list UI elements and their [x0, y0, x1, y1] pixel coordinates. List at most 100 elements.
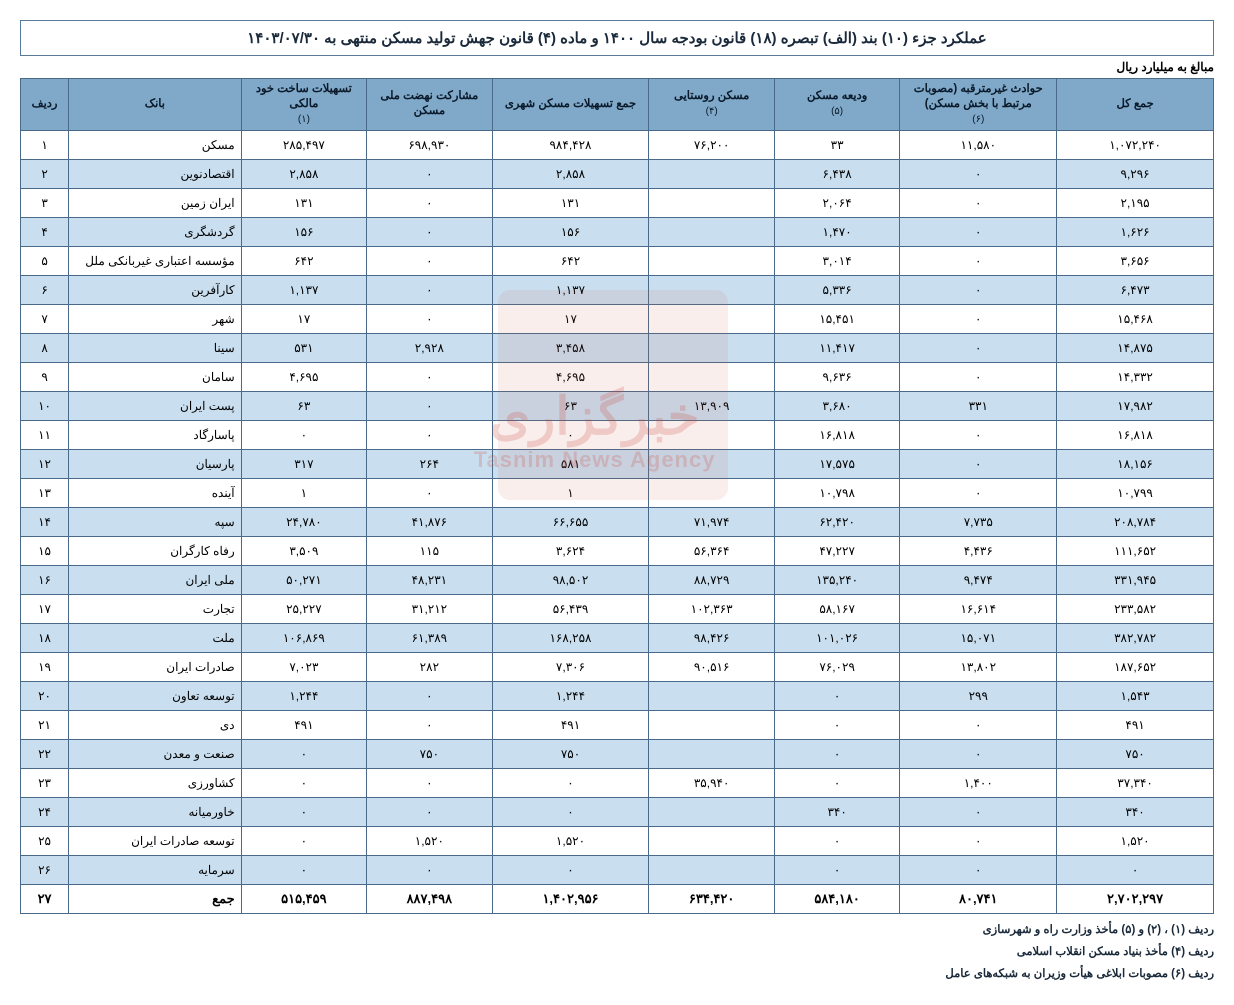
cell-bank: سینا [69, 333, 242, 362]
cell-c3: ۴۹۱ [492, 710, 649, 739]
cell-c3: ۷,۳۰۶ [492, 652, 649, 681]
cell-tot: ۱۰,۷۹۹ [1057, 478, 1214, 507]
cell-tot: ۳۴۰ [1057, 797, 1214, 826]
col-idx: ردیف [21, 79, 69, 131]
cell-c5: ۰ [774, 768, 899, 797]
cell-c6: ۹,۴۷۴ [900, 565, 1057, 594]
cell-c1: ۰ [241, 739, 366, 768]
table-row: ۱۸۷,۶۵۲۱۳,۸۰۲۷۶,۰۲۹۹۰,۵۱۶۷,۳۰۶۲۸۲۷,۰۲۳صا… [21, 652, 1214, 681]
cell-c2: ۰ [367, 855, 492, 884]
cell-tot: ۱۸۷,۶۵۲ [1057, 652, 1214, 681]
table-row: ۱۶,۸۱۸۰۱۶,۸۱۸۰۰۰پاسارگاد۱۱ [21, 420, 1214, 449]
table-row: ۲۳۳,۵۸۲۱۶,۶۱۴۵۸,۱۶۷۱۰۲,۳۶۳۵۶,۴۳۹۳۱,۲۱۲۲۵… [21, 594, 1214, 623]
cell-c6: ۱۵,۰۷۱ [900, 623, 1057, 652]
cell-bank: گردشگری [69, 217, 242, 246]
cell-c4 [649, 826, 774, 855]
cell-tot: ۳,۶۵۶ [1057, 246, 1214, 275]
cell-tot: ۱۶,۸۱۸ [1057, 420, 1214, 449]
report-page: خبرگزاری Tasnim News Agency عملکرد جزء (… [20, 20, 1214, 985]
cell-c4 [649, 304, 774, 333]
cell-c6: ۰ [900, 246, 1057, 275]
col-c2: مشارکت نهضت ملی مسکن [367, 79, 492, 131]
cell-idx: ۲۷ [21, 884, 69, 913]
cell-bank: پاسارگاد [69, 420, 242, 449]
cell-idx: ۱۳ [21, 478, 69, 507]
cell-tot: ۱,۶۲۶ [1057, 217, 1214, 246]
cell-idx: ۳ [21, 188, 69, 217]
cell-bank: آینده [69, 478, 242, 507]
cell-c6: ۰ [900, 710, 1057, 739]
table-header-row: جمع کلحوادث غیرمترقبه (مصوبات مرتبط با ب… [21, 79, 1214, 131]
cell-tot: ۲,۱۹۵ [1057, 188, 1214, 217]
cell-bank: دی [69, 710, 242, 739]
cell-c6: ۰ [900, 275, 1057, 304]
cell-c2: ۴۱,۸۷۶ [367, 507, 492, 536]
cell-c6: ۱۳,۸۰۲ [900, 652, 1057, 681]
cell-c5: ۱۳۵,۲۴۰ [774, 565, 899, 594]
cell-c3: ۱۷ [492, 304, 649, 333]
cell-c6: ۱,۴۰۰ [900, 768, 1057, 797]
cell-c1: ۳۱۷ [241, 449, 366, 478]
table-row: ۹,۲۹۶۰۶,۴۳۸۲,۸۵۸۰۲,۸۵۸اقتصادنوین۲ [21, 159, 1214, 188]
cell-c2: ۲۸۲ [367, 652, 492, 681]
table-row: ۱,۰۷۲,۲۴۰۱۱,۵۸۰۳۳۷۶,۲۰۰۹۸۴,۴۲۸۶۹۸,۹۳۰۲۸۵… [21, 130, 1214, 159]
cell-idx: ۱۵ [21, 536, 69, 565]
cell-c6: ۰ [900, 855, 1057, 884]
cell-c6: ۰ [900, 188, 1057, 217]
cell-c2: ۰ [367, 681, 492, 710]
cell-c4: ۹۰,۵۱۶ [649, 652, 774, 681]
cell-bank: سامان [69, 362, 242, 391]
cell-c5: ۱۶,۸۱۸ [774, 420, 899, 449]
cell-c4: ۱۰۲,۳۶۳ [649, 594, 774, 623]
cell-c3: ۱۵۶ [492, 217, 649, 246]
footnote-line: ردیف (۱) ، (۲) و (۵) مأخذ وزارت راه و شه… [20, 920, 1214, 942]
cell-c6: ۰ [900, 797, 1057, 826]
cell-c2: ۴۸,۲۳۱ [367, 565, 492, 594]
cell-c3: ۱۳۱ [492, 188, 649, 217]
cell-c2: ۰ [367, 478, 492, 507]
cell-c2: ۱,۵۲۰ [367, 826, 492, 855]
cell-tot: ۱۴,۳۳۲ [1057, 362, 1214, 391]
cell-c4 [649, 217, 774, 246]
cell-c3: ۲,۸۵۸ [492, 159, 649, 188]
cell-c2: ۲۶۴ [367, 449, 492, 478]
cell-c5: ۶,۴۳۸ [774, 159, 899, 188]
table-row: ۱۱۱,۶۵۲۴,۴۳۶۴۷,۲۲۷۵۶,۳۶۴۳,۶۲۴۱۱۵۳,۵۰۹رفا… [21, 536, 1214, 565]
cell-c3: ۳,۴۵۸ [492, 333, 649, 362]
cell-bank: پست ایران [69, 391, 242, 420]
col-c3: جمع تسهیلات مسکن شهری [492, 79, 649, 131]
cell-c5: ۷۶,۰۲۹ [774, 652, 899, 681]
footnotes: ردیف (۱) ، (۲) و (۵) مأخذ وزارت راه و شه… [20, 920, 1214, 986]
cell-bank: ایران زمین [69, 188, 242, 217]
cell-c6: ۲۹۹ [900, 681, 1057, 710]
cell-c4 [649, 681, 774, 710]
cell-c5: ۰ [774, 855, 899, 884]
cell-bank: توسعه تعاون [69, 681, 242, 710]
cell-c4: ۵۶,۳۶۴ [649, 536, 774, 565]
cell-bank: مسکن [69, 130, 242, 159]
cell-c6: ۸۰,۷۴۱ [900, 884, 1057, 913]
cell-idx: ۱۶ [21, 565, 69, 594]
table-row: ۳,۶۵۶۰۳,۰۱۴۶۴۲۰۶۴۲مؤسسه اعتباری غیربانکی… [21, 246, 1214, 275]
cell-c6: ۴,۴۳۶ [900, 536, 1057, 565]
cell-c1: ۰ [241, 797, 366, 826]
cell-c3: ۱,۵۲۰ [492, 826, 649, 855]
cell-c4 [649, 159, 774, 188]
cell-c2: ۰ [367, 159, 492, 188]
cell-c2: ۰ [367, 797, 492, 826]
cell-c2: ۰ [367, 420, 492, 449]
cell-c1: ۵۳۱ [241, 333, 366, 362]
cell-c2: ۱۱۵ [367, 536, 492, 565]
cell-c3: ۵۸۱ [492, 449, 649, 478]
cell-bank: پارسیان [69, 449, 242, 478]
cell-c1: ۴,۶۹۵ [241, 362, 366, 391]
footnote-line: ردیف (۶) مصوبات ابلاغی هیأت وزیران به شب… [20, 964, 1214, 986]
cell-c1: ۶۳ [241, 391, 366, 420]
cell-c6: ۰ [900, 362, 1057, 391]
cell-c3: ۰ [492, 768, 649, 797]
cell-c2: ۰ [367, 710, 492, 739]
cell-tot: ۱۱۱,۶۵۲ [1057, 536, 1214, 565]
cell-c6: ۰ [900, 159, 1057, 188]
cell-c3: ۱ [492, 478, 649, 507]
cell-c3: ۶۴۲ [492, 246, 649, 275]
